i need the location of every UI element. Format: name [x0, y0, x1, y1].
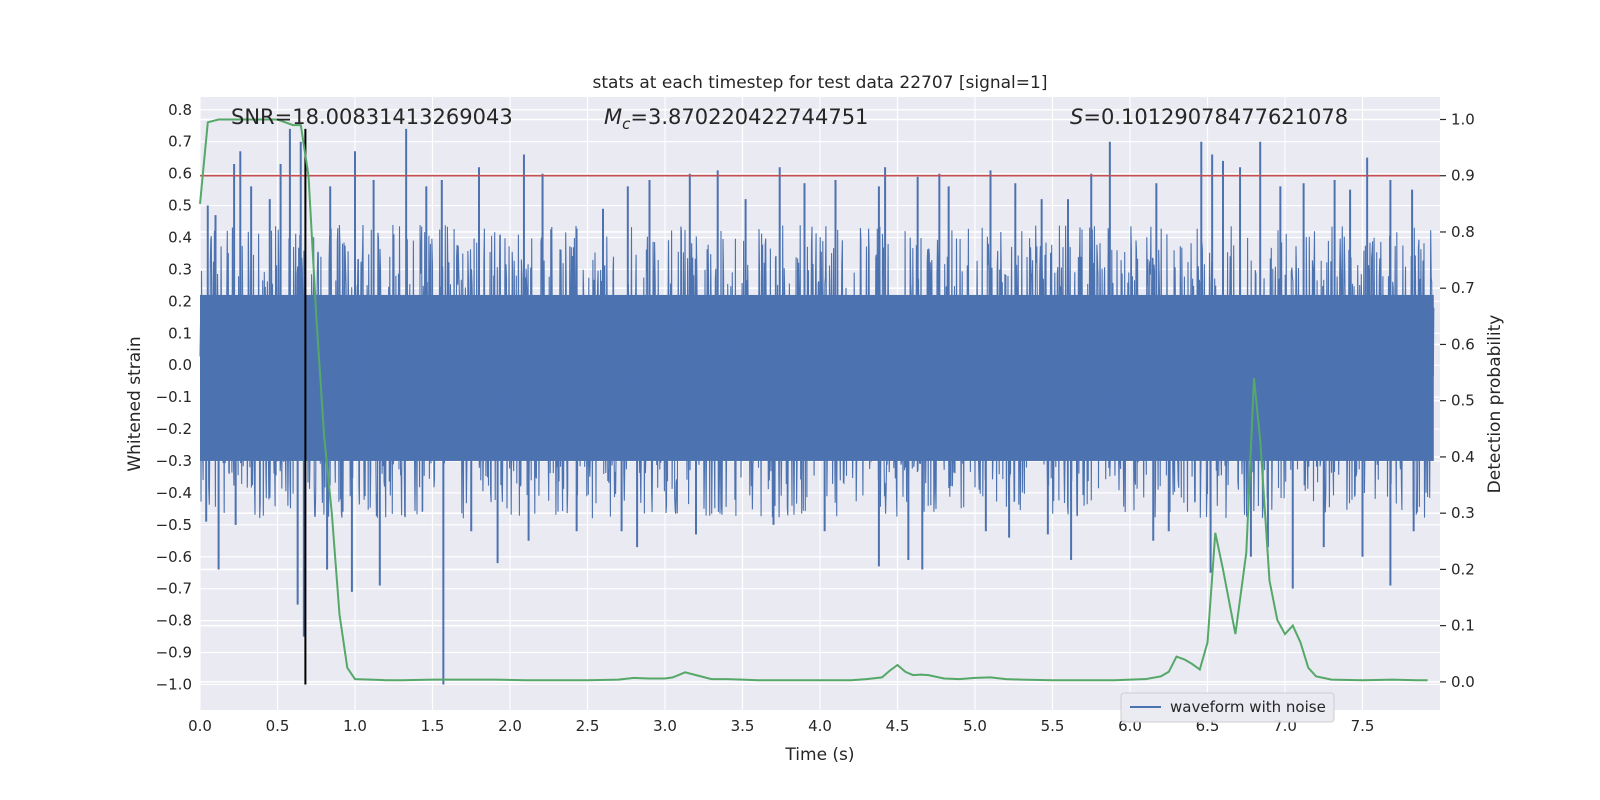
y-tick-label-1: 0.7: [168, 133, 192, 151]
y-tick-label-5: 0.3: [168, 260, 192, 278]
y-tick-label-10: −0.2: [156, 420, 192, 438]
y-tick-label-4: 0.4: [168, 228, 192, 246]
chart-title: stats at each timestep for test data 227…: [593, 73, 1048, 93]
y-tick-label-16: −0.8: [156, 612, 192, 630]
chirp-mass-annotation: Mc=3.870220422744751: [604, 105, 868, 133]
x-tick-label-6: 3.0: [653, 717, 677, 735]
x-axis-label: Time (s): [784, 745, 854, 765]
right-tick-label-0: 1.0: [1451, 110, 1475, 128]
y-tick-label-8: 0.0: [168, 356, 192, 374]
detection-probability-series: [199, 118, 1428, 682]
x-tick-label-8: 4.0: [808, 717, 832, 735]
y-tick-label-9: −0.1: [156, 388, 192, 406]
right-tick-label-5: 0.5: [1451, 392, 1475, 410]
y-axis-label: Whitened strain: [125, 336, 145, 471]
legend-box: [1120, 692, 1335, 723]
snr-annotation: SNR=18.00831413269043: [231, 105, 513, 129]
x-tick-label-2: 1.0: [343, 717, 367, 735]
x-tick-label-9: 4.5: [886, 717, 910, 735]
waveform-trace: [199, 224, 1435, 519]
right-tick-label-9: 0.1: [1451, 617, 1475, 635]
right-tick-label-2: 0.8: [1451, 223, 1475, 241]
y-tick-label-17: −0.9: [156, 644, 192, 662]
x-tick-label-5: 2.5: [576, 717, 600, 735]
right-axis-label: Detection probability: [1485, 315, 1505, 494]
waveform-series: [199, 128, 1435, 685]
y-tick-label-12: −0.4: [156, 484, 192, 502]
x-tick-label-11: 5.5: [1041, 717, 1065, 735]
x-tick-label-3: 1.5: [421, 717, 445, 735]
y-tick-label-3: 0.5: [168, 197, 192, 215]
right-tick-label-8: 0.2: [1451, 560, 1475, 578]
x-tick-label-0: 0.0: [188, 717, 212, 735]
right-tick-label-1: 0.9: [1451, 167, 1475, 185]
right-tick-label-10: 0.0: [1451, 673, 1475, 691]
y-tick-label-14: −0.6: [156, 548, 192, 566]
y-tick-label-6: 0.2: [168, 292, 192, 310]
x-tick-label-4: 2.0: [498, 717, 522, 735]
x-tick-label-10: 5.0: [963, 717, 987, 735]
y-tick-label-0: 0.8: [168, 101, 192, 119]
y-tick-label-18: −1.0: [156, 675, 192, 693]
x-tick-label-1: 0.5: [266, 717, 290, 735]
y-tick-label-15: −0.7: [156, 580, 192, 598]
x-tick-label-15: 7.5: [1351, 717, 1375, 735]
right-tick-label-7: 0.3: [1451, 504, 1475, 522]
legend: waveform with noise: [1120, 692, 1335, 723]
y-tick-label-2: 0.6: [168, 165, 192, 183]
legend-label: waveform with noise: [1170, 698, 1326, 716]
y-tick-labels: 0.8 0.7 0.6 0.5 0.4 0.3 0.2 0.1 0.0 −0.1 −0.2 −0.3 −…: [156, 101, 192, 694]
x-tick-label-7: 3.5: [731, 717, 755, 735]
y-tick-label-7: 0.1: [168, 324, 192, 342]
y-tick-label-13: −0.5: [156, 516, 192, 534]
right-tick-label-6: 0.4: [1451, 448, 1475, 466]
statistic-annotation: S=0.10129078477621078: [1070, 105, 1348, 129]
y-tick-label-11: −0.3: [156, 452, 192, 470]
right-tick-label-3: 0.7: [1451, 279, 1475, 297]
right-tick-label-4: 0.6: [1451, 335, 1475, 353]
right-tick-labels: 1.0 0.9 0.8 0.7 0.6 0.5 0.4 0.3 0.2 0.1 0.0: [1440, 110, 1475, 691]
